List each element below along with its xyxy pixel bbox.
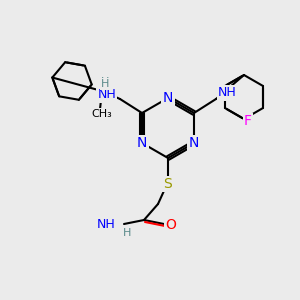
Text: H: H xyxy=(101,77,109,87)
Text: CH₃: CH₃ xyxy=(92,109,112,119)
Text: F: F xyxy=(244,114,252,128)
Text: NH: NH xyxy=(96,218,115,232)
Text: O: O xyxy=(166,218,176,232)
Text: N: N xyxy=(189,136,199,150)
Text: S: S xyxy=(164,177,172,191)
Text: NH: NH xyxy=(218,86,237,100)
Text: N: N xyxy=(163,91,173,105)
Text: NH: NH xyxy=(97,88,116,101)
Text: H: H xyxy=(123,228,131,238)
Text: H: H xyxy=(101,79,110,89)
Text: N: N xyxy=(137,136,147,150)
